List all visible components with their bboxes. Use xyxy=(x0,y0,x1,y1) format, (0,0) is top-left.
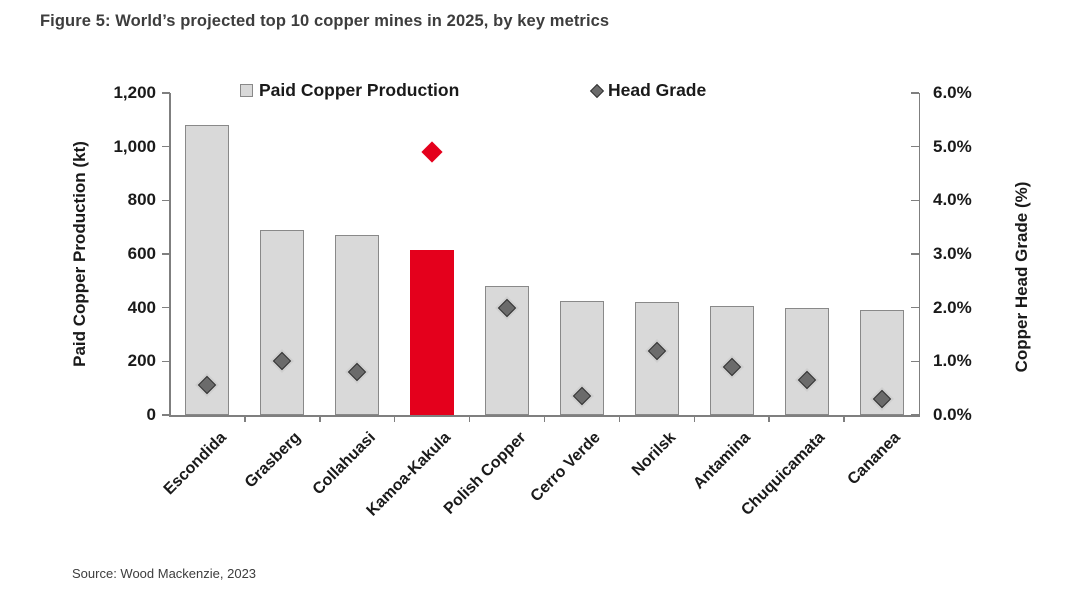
diamond-swatch-icon xyxy=(589,83,605,98)
x-axis-tick xyxy=(768,415,770,422)
right-axis-tick-label: 0.0% xyxy=(933,405,972,424)
right-axis-line xyxy=(918,93,920,417)
bar-chuquicamata xyxy=(784,308,829,415)
x-label-norilsk: Norilsk xyxy=(628,429,679,480)
bar-swatch-icon xyxy=(240,84,253,97)
x-axis-tick xyxy=(843,415,845,422)
left-axis-tick-label: 600 xyxy=(127,244,156,263)
source-note: Source: Wood Mackenzie, 2023 xyxy=(72,566,257,581)
left-axis-tick-label: 400 xyxy=(127,297,156,317)
right-axis-tick xyxy=(911,414,919,416)
legend-label-paid-copper-production: Paid Copper Production xyxy=(259,80,460,100)
x-label-escondida: Escondida xyxy=(160,429,230,499)
bar-grasberg xyxy=(260,229,305,415)
right-axis-tick-label: 5.0% xyxy=(933,136,972,156)
right-axis-tick xyxy=(911,306,919,309)
x-label-cerro-verde: Cerro Verde xyxy=(527,429,604,506)
bar-collahuasi xyxy=(335,235,380,415)
left-axis-tick-label: 200 xyxy=(127,351,156,371)
right-axis-title: Copper Head Grade (%) xyxy=(1012,181,1031,373)
x-axis-tick xyxy=(693,415,696,422)
x-label-antamina: Antamina xyxy=(690,429,754,493)
left-axis-tick-label: 0 xyxy=(146,405,156,424)
right-axis-tick xyxy=(911,145,919,148)
left-axis-tick xyxy=(162,253,170,255)
legend: Paid Copper Production Head Grade xyxy=(0,80,1080,102)
figure-title: Figure 5: World’s projected top 10 coppe… xyxy=(40,12,610,30)
x-axis-tick xyxy=(468,415,471,422)
x-axis-tick xyxy=(244,415,246,422)
x-label-collahuasi: Collahuasi xyxy=(310,429,380,499)
left-axis-tick-label: 1,000 xyxy=(113,136,156,156)
legend-item-head-grade: Head Grade xyxy=(589,80,707,101)
left-axis-tick xyxy=(162,199,170,202)
bar-escondida xyxy=(185,125,230,415)
left-axis-tick xyxy=(162,360,170,363)
x-axis-tick xyxy=(393,415,396,422)
x-axis-tick xyxy=(618,415,621,422)
legend-item-paid-copper-production: Paid Copper Production xyxy=(240,80,459,101)
right-axis-tick-label: 1.0% xyxy=(933,351,972,371)
right-axis-tick xyxy=(911,199,919,202)
plot-area: 0 200 400 600 800 1,000 1,200 0.0% 1.0% 2.0% 3.0% 4… xyxy=(113,83,971,520)
x-axis-tick xyxy=(543,415,546,422)
right-axis-tick-label: 3.0% xyxy=(933,244,972,263)
right-axis-tick-label: 6.0% xyxy=(933,83,972,102)
right-axis-tick xyxy=(911,92,919,94)
right-axis-tick xyxy=(911,360,919,363)
x-label-cananea: Cananea xyxy=(844,429,904,489)
legend-label-head-grade: Head Grade xyxy=(608,80,707,100)
right-axis-tick-label: 4.0% xyxy=(933,190,972,210)
head-grade-marker-kamoa-kakula xyxy=(421,141,443,163)
left-axis-tick xyxy=(162,92,170,94)
left-axis-tick xyxy=(162,145,170,148)
left-axis-tick xyxy=(162,306,170,309)
left-axis-tick xyxy=(162,414,170,416)
x-axis-tick xyxy=(319,415,321,422)
left-axis-tick-label: 1,200 xyxy=(113,83,156,102)
bar-polish-copper xyxy=(485,286,530,415)
left-axis-tick-label: 800 xyxy=(127,190,156,210)
x-label-grasberg: Grasberg xyxy=(242,429,305,492)
right-axis-tick xyxy=(911,253,919,255)
right-axis-tick-label: 2.0% xyxy=(933,297,972,317)
bar-kamoa-kakula xyxy=(410,249,455,415)
